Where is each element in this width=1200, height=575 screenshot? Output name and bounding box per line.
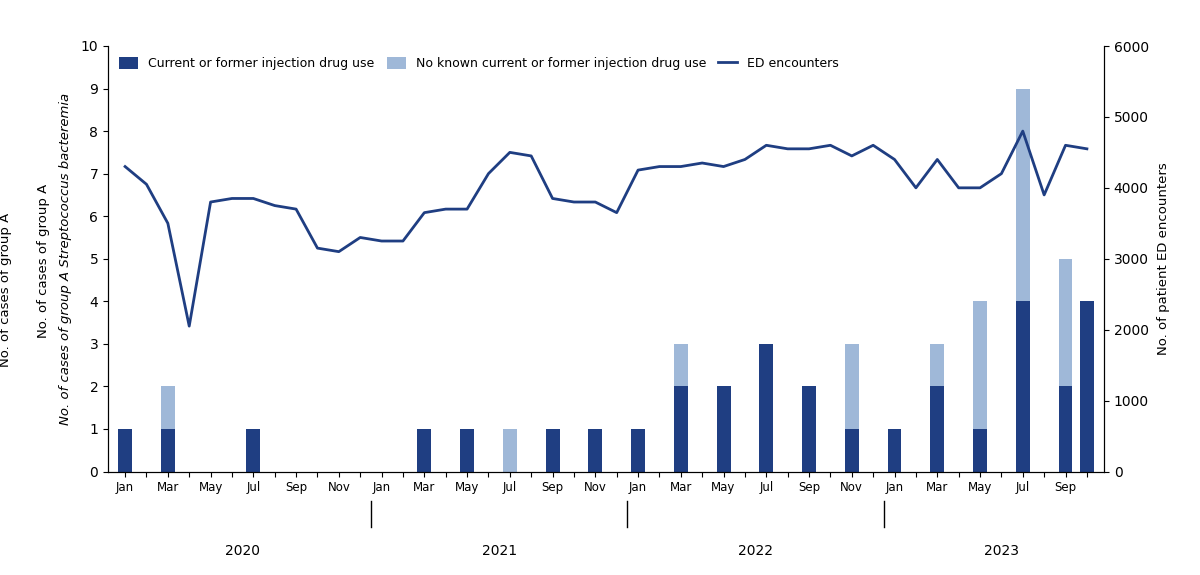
Bar (802, 386, 816, 472)
Bar (1016, 301, 1030, 472)
Bar (888, 429, 901, 471)
Bar (503, 429, 517, 471)
Bar (118, 429, 132, 471)
Bar (1080, 301, 1094, 472)
Bar (973, 301, 986, 429)
Bar (760, 344, 773, 471)
Bar (845, 344, 859, 429)
Text: No. of cases of group A: No. of cases of group A (0, 208, 12, 367)
Bar (845, 429, 859, 471)
Bar (246, 429, 260, 471)
Bar (930, 344, 944, 386)
Bar (588, 429, 602, 471)
Bar (631, 429, 646, 471)
Bar (674, 344, 688, 386)
Bar (161, 429, 175, 471)
Y-axis label: No. of cases of group A Streptococcus bacteremia: No. of cases of group A Streptococcus ba… (59, 93, 72, 425)
Bar (973, 429, 986, 471)
Bar (1016, 89, 1030, 301)
Text: 2020: 2020 (226, 544, 260, 558)
Y-axis label: No. of patient ED encounters: No. of patient ED encounters (1157, 162, 1170, 355)
Text: 2022: 2022 (738, 544, 773, 558)
Text: No. of cases of group A: No. of cases of group A (37, 179, 49, 338)
Bar (546, 429, 559, 471)
Bar (674, 386, 688, 472)
Text: 2023: 2023 (984, 544, 1019, 558)
Bar (716, 386, 731, 472)
Legend: Current or former injection drug use, No known current or former injection drug : Current or former injection drug use, No… (114, 52, 844, 75)
Bar (460, 429, 474, 471)
Bar (418, 429, 431, 471)
Bar (161, 386, 175, 429)
Bar (1058, 386, 1073, 472)
Text: 2021: 2021 (481, 544, 517, 558)
Bar (1058, 259, 1073, 386)
Bar (930, 386, 944, 472)
